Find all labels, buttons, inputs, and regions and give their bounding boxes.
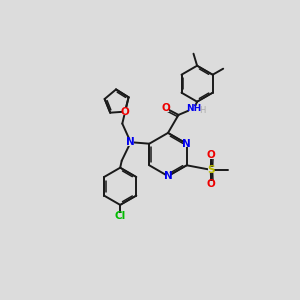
Text: O: O [121,107,129,117]
FancyBboxPatch shape [208,167,214,173]
Text: O: O [207,150,216,161]
FancyBboxPatch shape [115,213,125,220]
Text: H: H [199,106,206,115]
FancyBboxPatch shape [208,152,214,159]
FancyBboxPatch shape [208,181,214,188]
Text: S: S [207,165,214,175]
FancyBboxPatch shape [128,139,134,146]
FancyBboxPatch shape [184,140,190,147]
Text: Cl: Cl [115,211,126,221]
FancyBboxPatch shape [122,108,128,115]
Text: N: N [126,137,135,147]
Text: N: N [164,171,172,181]
Text: N: N [182,139,191,149]
Text: O: O [161,103,170,113]
FancyBboxPatch shape [165,173,171,179]
FancyBboxPatch shape [189,106,199,112]
Text: NH: NH [187,104,202,113]
FancyBboxPatch shape [163,105,169,112]
Text: O: O [207,179,216,189]
